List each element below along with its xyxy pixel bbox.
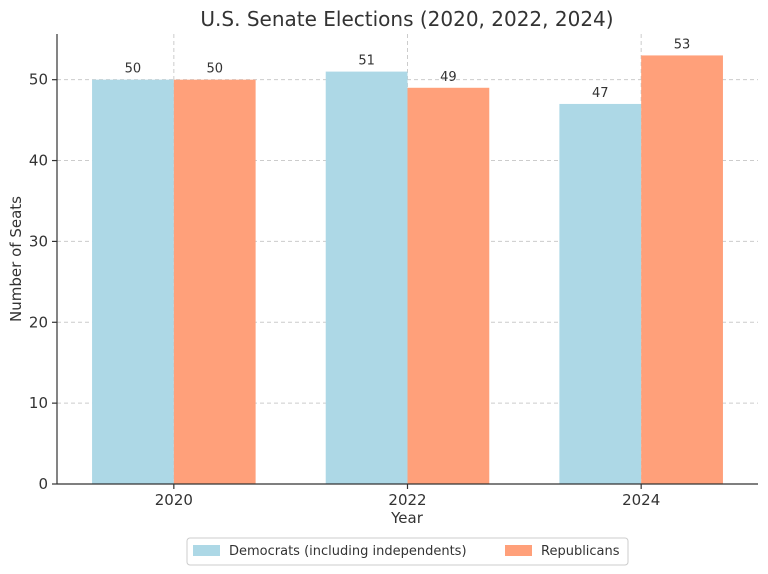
axes: 0 10 20 30 40 50 2020 2022 2024 — [29, 34, 758, 509]
bar-value-label: 50 — [125, 62, 142, 77]
legend-label: Democrats (including independents) — [229, 544, 467, 559]
bar-value-label: 51 — [358, 54, 375, 69]
bar-value-label: 47 — [592, 86, 609, 101]
bar-democrats-2024 — [559, 103, 642, 484]
bar-value-label: 49 — [440, 70, 457, 85]
y-axis-label: Number of Seats — [7, 196, 25, 322]
bar-democrats-2020 — [92, 79, 174, 485]
bar-republicans-2024 — [641, 55, 723, 485]
data-labels: 50 50 51 49 47 53 — [125, 37, 691, 101]
legend: Democrats (including independents) Republ… — [186, 537, 629, 566]
y-tick-label: 10 — [29, 394, 48, 412]
y-tick-label: 40 — [29, 152, 48, 170]
y-tick-label: 30 — [29, 232, 48, 250]
legend-box — [186, 537, 629, 566]
legend-label: Republicans — [541, 544, 620, 559]
bar-democrats-2022 — [325, 71, 408, 485]
y-tick-label: 0 — [38, 475, 48, 493]
legend-swatch — [505, 545, 532, 556]
x-tick-label: 2020 — [155, 491, 193, 509]
bar-republicans-2022 — [407, 87, 490, 484]
bar-republicans-2020 — [173, 79, 256, 485]
legend-swatch — [193, 545, 220, 556]
bar-value-label: 50 — [206, 62, 223, 77]
chart-title: U.S. Senate Elections (2020, 2022, 2024) — [200, 7, 613, 31]
x-axis-label: Year — [390, 509, 424, 527]
x-tick-label: 2022 — [388, 491, 426, 509]
bar-value-label: 53 — [674, 37, 691, 52]
y-tick-label: 20 — [29, 313, 48, 331]
x-tick-label: 2024 — [622, 491, 660, 509]
y-tick-label: 50 — [29, 71, 48, 89]
bars — [92, 55, 723, 485]
